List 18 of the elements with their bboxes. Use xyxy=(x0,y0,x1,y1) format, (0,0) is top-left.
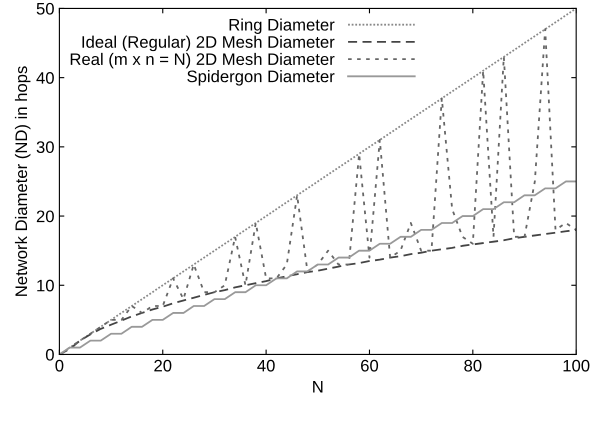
legend-label: Ideal (Regular) 2D Mesh Diameter xyxy=(82,36,334,52)
x-tick-label: 20 xyxy=(154,360,172,372)
y-axis-title: Network Diameter (ND) in hops xyxy=(14,66,30,296)
legend-label: Spidergon Diameter xyxy=(187,70,334,86)
y-tick-label: 20 xyxy=(36,210,54,222)
y-tick-label: 30 xyxy=(36,141,54,154)
legend-label: Real (m x n = N) 2D Mesh Diameter xyxy=(70,52,334,68)
x-tick-label: 60 xyxy=(361,360,378,372)
x-axis-title: N xyxy=(313,381,322,393)
y-tick-label: 50 xyxy=(36,2,54,15)
y-tick-label: 10 xyxy=(37,280,54,292)
y-tick-label: 0 xyxy=(46,348,54,361)
x-tick-label: 80 xyxy=(464,360,482,372)
x-tick-label: 0 xyxy=(55,360,64,372)
x-tick-label: 100 xyxy=(564,360,590,372)
y-tick-label: 40 xyxy=(36,72,54,84)
legend-label: Ring Diameter xyxy=(230,18,334,34)
x-tick-label: 40 xyxy=(257,360,275,372)
